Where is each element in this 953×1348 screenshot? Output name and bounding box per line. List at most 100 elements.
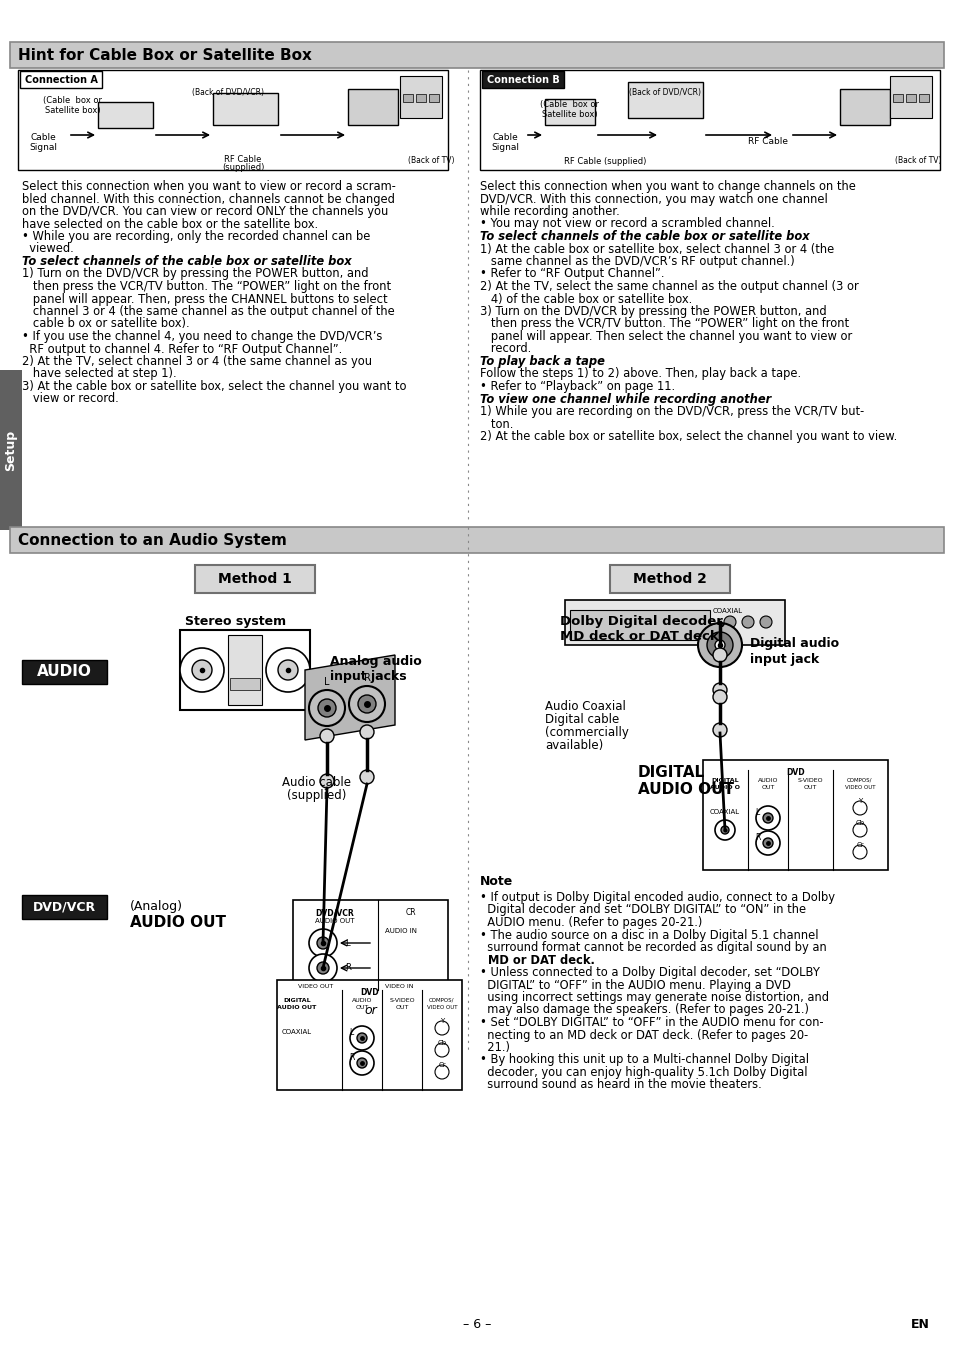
Text: (Back of TV): (Back of TV) bbox=[408, 155, 454, 164]
Text: R: R bbox=[349, 1053, 354, 1062]
Text: ton.: ton. bbox=[479, 418, 513, 430]
Text: DVD/VCR: DVD/VCR bbox=[315, 909, 354, 917]
Circle shape bbox=[359, 770, 374, 785]
Bar bbox=[22, 661, 107, 683]
Text: 3) At the cable box or satellite box, select the channel you want to: 3) At the cable box or satellite box, se… bbox=[22, 380, 406, 394]
Text: • While you are recording, only the recorded channel can be: • While you are recording, only the reco… bbox=[22, 231, 370, 243]
Text: OUT: OUT bbox=[802, 785, 816, 790]
Text: Signal: Signal bbox=[491, 143, 518, 152]
Text: Signal: Signal bbox=[29, 143, 57, 152]
Text: Audio cable: Audio cable bbox=[282, 776, 351, 789]
Bar bbox=[627, 82, 702, 119]
Text: 2) At the TV, select the same channel as the output channel (3 or: 2) At the TV, select the same channel as… bbox=[479, 280, 858, 293]
Text: Select this connection when you want to change channels on the: Select this connection when you want to … bbox=[479, 181, 855, 193]
Circle shape bbox=[435, 1020, 449, 1035]
Bar bbox=[402, 94, 413, 102]
Text: RF Cable (supplied): RF Cable (supplied) bbox=[563, 158, 645, 167]
Text: DIGITAL: DIGITAL bbox=[283, 998, 311, 1003]
Text: 1) Turn on the DVD/VCR by pressing the POWER button, and: 1) Turn on the DVD/VCR by pressing the P… bbox=[22, 267, 368, 280]
Circle shape bbox=[435, 1065, 449, 1078]
Text: • By hooking this unit up to a Multi-channel Dolby Digital: • By hooking this unit up to a Multi-cha… bbox=[479, 1054, 808, 1066]
Circle shape bbox=[762, 838, 772, 848]
Circle shape bbox=[755, 830, 780, 855]
Text: – 6 –: – 6 – bbox=[462, 1318, 491, 1332]
Text: • Refer to “Playback” on page 11.: • Refer to “Playback” on page 11. bbox=[479, 380, 675, 394]
Circle shape bbox=[349, 686, 385, 723]
Text: • Refer to “RF Output Channel”.: • Refer to “RF Output Channel”. bbox=[479, 267, 664, 280]
Text: AUDIO OUT: AUDIO OUT bbox=[130, 915, 226, 930]
Circle shape bbox=[356, 1033, 367, 1043]
Text: VIDEO IN: VIDEO IN bbox=[385, 984, 413, 989]
Text: (Back of TV): (Back of TV) bbox=[894, 155, 941, 164]
Text: VIDEO OUT: VIDEO OUT bbox=[297, 984, 333, 989]
Text: same channel as the DVD/VCR’s RF output channel.): same channel as the DVD/VCR’s RF output … bbox=[479, 255, 794, 268]
Text: AUDIO: AUDIO bbox=[352, 998, 372, 1003]
Circle shape bbox=[435, 1043, 449, 1057]
Text: DVD: DVD bbox=[360, 988, 378, 998]
Text: DIGITAL” to “OFF” in the AUDIO menu. Playing a DVD: DIGITAL” to “OFF” in the AUDIO menu. Pla… bbox=[479, 979, 790, 992]
Text: Dolby Digital decoder,: Dolby Digital decoder, bbox=[559, 615, 725, 628]
Text: may also damage the speakers. (Refer to pages 20-21.): may also damage the speakers. (Refer to … bbox=[479, 1003, 808, 1016]
Bar bbox=[429, 94, 438, 102]
Text: Digital decoder and set “DOLBY DIGITAL” to “ON” in the: Digital decoder and set “DOLBY DIGITAL” … bbox=[479, 903, 805, 917]
Circle shape bbox=[706, 632, 732, 658]
Circle shape bbox=[359, 725, 374, 739]
Text: Hint for Cable Box or Satellite Box: Hint for Cable Box or Satellite Box bbox=[18, 47, 312, 62]
Text: DIGITAL: DIGITAL bbox=[710, 778, 738, 783]
Circle shape bbox=[698, 623, 741, 667]
Text: To select channels of the cable box or satellite box: To select channels of the cable box or s… bbox=[22, 255, 352, 268]
Text: R: R bbox=[754, 833, 760, 842]
Bar bbox=[293, 900, 448, 989]
Text: OUT: OUT bbox=[395, 1006, 408, 1010]
Circle shape bbox=[350, 1026, 374, 1050]
Text: (Cable  box or: (Cable box or bbox=[540, 101, 598, 109]
Text: Digital audio: Digital audio bbox=[749, 638, 839, 650]
Text: • If output is Dolby Digital encoded audio, connect to a Dolby: • If output is Dolby Digital encoded aud… bbox=[479, 891, 834, 905]
Text: Y: Y bbox=[857, 798, 862, 803]
Circle shape bbox=[309, 929, 336, 957]
Text: Stereo system: Stereo system bbox=[185, 615, 286, 628]
Bar bbox=[98, 102, 152, 128]
Text: bled channel. With this connection, channels cannot be changed: bled channel. With this connection, chan… bbox=[22, 193, 395, 205]
Circle shape bbox=[309, 690, 345, 727]
Text: R: R bbox=[363, 673, 370, 683]
Text: Cb: Cb bbox=[855, 820, 863, 826]
Circle shape bbox=[852, 845, 866, 859]
Circle shape bbox=[755, 806, 780, 830]
Circle shape bbox=[712, 648, 726, 662]
Bar bbox=[840, 89, 889, 125]
Text: Cable: Cable bbox=[30, 133, 56, 143]
Text: COMPOS/: COMPOS/ bbox=[429, 998, 455, 1003]
Text: while recording another.: while recording another. bbox=[479, 205, 619, 218]
Text: DVD/VCR: DVD/VCR bbox=[32, 900, 95, 914]
Text: (Cable  box or: (Cable box or bbox=[44, 96, 102, 105]
Bar bbox=[10, 42, 943, 67]
Text: input jacks: input jacks bbox=[330, 670, 406, 683]
Text: MD or DAT deck.: MD or DAT deck. bbox=[479, 953, 595, 967]
Text: To play back a tape: To play back a tape bbox=[479, 355, 604, 368]
Text: RF Cable: RF Cable bbox=[747, 137, 787, 147]
Text: • You may not view or record a scrambled channel.: • You may not view or record a scrambled… bbox=[479, 217, 774, 231]
Circle shape bbox=[712, 683, 726, 697]
Circle shape bbox=[317, 700, 335, 717]
Bar bbox=[544, 98, 595, 125]
Text: S-VIDEO: S-VIDEO bbox=[389, 998, 415, 1003]
Circle shape bbox=[741, 616, 753, 628]
Circle shape bbox=[357, 696, 375, 713]
Text: (Back of DVD/VCR): (Back of DVD/VCR) bbox=[628, 88, 700, 97]
Text: VIDEO OUT: VIDEO OUT bbox=[426, 1006, 456, 1010]
Text: AUDIO OUT: AUDIO OUT bbox=[638, 782, 733, 797]
Text: using incorrect settings may generate noise distortion, and: using incorrect settings may generate no… bbox=[479, 991, 828, 1004]
Text: DVD/VCR. With this connection, you may watch one channel: DVD/VCR. With this connection, you may w… bbox=[479, 193, 827, 205]
Text: Select this connection when you want to view or record a scram-: Select this connection when you want to … bbox=[22, 181, 395, 193]
Text: view or record.: view or record. bbox=[22, 392, 118, 406]
Text: or: or bbox=[364, 1003, 377, 1016]
Text: viewed.: viewed. bbox=[22, 243, 73, 256]
Text: Cb: Cb bbox=[437, 1041, 446, 1046]
Bar bbox=[609, 565, 729, 593]
Text: RF output to channel 4. Refer to “RF Output Channel”.: RF output to channel 4. Refer to “RF Out… bbox=[22, 342, 342, 356]
Circle shape bbox=[723, 616, 735, 628]
Circle shape bbox=[852, 801, 866, 816]
Bar bbox=[180, 630, 310, 710]
Text: AUDIO menu. (Refer to pages 20-21.): AUDIO menu. (Refer to pages 20-21.) bbox=[479, 917, 701, 929]
